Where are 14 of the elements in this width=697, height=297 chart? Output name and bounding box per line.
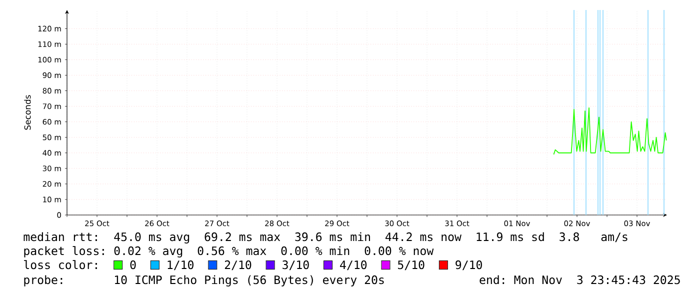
legend-label: 3/10: [282, 260, 309, 270]
y-axis-title: Seconds: [24, 95, 31, 130]
text: end: Mon Nov 3 23:45:43 2025: [480, 275, 680, 284]
text: probe: 10 ICMP Echo Pings (56 Bytes) every 20s: [24, 275, 384, 286]
legend-title: loss color:: [24, 260, 97, 270]
legend-label: 9/10: [456, 260, 482, 270]
legend-label: 1/10: [168, 260, 194, 270]
line-series: [553, 107, 667, 155]
text: median rtt: 45.0 ms avg 69.2 ms max 39.6 ms min 44.2 ms now 11.9 ms sd 3.8 am/s: [24, 232, 628, 244]
legend-label: 0: [130, 260, 136, 270]
text: packet loss: 0.02 % avg 0.56 % max 0.00 % min 0.00 % now: [24, 246, 434, 258]
legend-label: 4/10: [340, 260, 367, 270]
legend-label: 5/10: [398, 260, 424, 270]
legend-label: 2/10: [224, 260, 252, 270]
